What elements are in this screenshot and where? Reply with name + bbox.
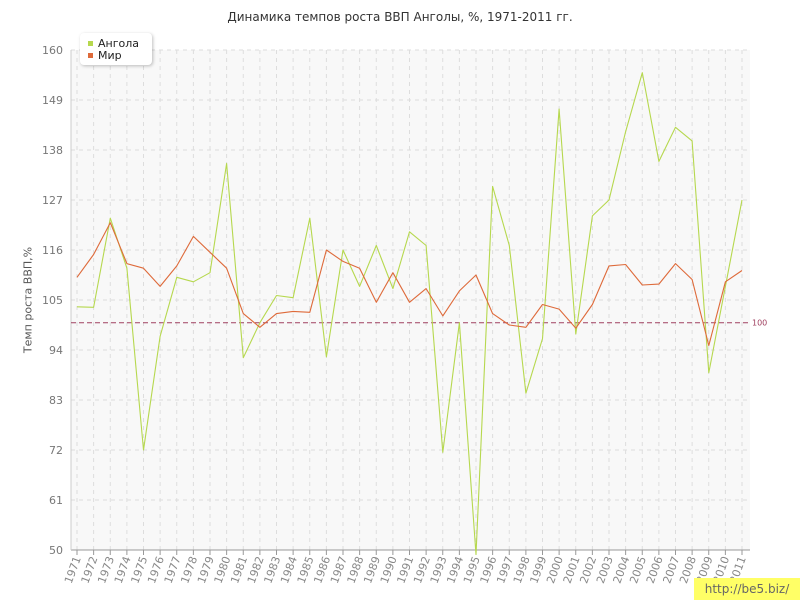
y-tick-label: 105 xyxy=(42,294,63,307)
y-tick-label: 149 xyxy=(42,94,63,107)
y-axis-label: Темп роста ВВП,% xyxy=(21,246,35,354)
legend-swatch-angola xyxy=(88,40,93,46)
axis-layer xyxy=(70,50,750,555)
legend-swatch-world xyxy=(88,52,93,58)
series-line-angola xyxy=(76,72,743,556)
legend-item-world[interactable]: Мир xyxy=(88,49,122,62)
y-tick-label: 94 xyxy=(49,344,63,357)
series-line-world xyxy=(76,222,743,347)
y-tick-label: 72 xyxy=(49,444,63,457)
legend-item-angola[interactable]: Ангола xyxy=(88,37,139,50)
y-tick-label: 127 xyxy=(42,194,63,207)
y-tick-label: 83 xyxy=(49,394,63,407)
y-tick-label: 61 xyxy=(49,494,63,507)
y-tick-label: 160 xyxy=(42,44,63,57)
y-tick-label: 50 xyxy=(49,544,63,557)
chart-title: Динамика темпов роста ВВП Анголы, %, 197… xyxy=(227,10,573,24)
series-layer xyxy=(76,72,743,556)
watermark-link[interactable]: http://be5.biz/ xyxy=(694,578,800,600)
legend-label-angola: Ангола xyxy=(98,37,139,50)
legend: Ангола Мир xyxy=(80,33,152,65)
y-tick-label: 138 xyxy=(42,144,63,157)
reference-layer: 100 xyxy=(71,319,767,328)
y-tick-label: 116 xyxy=(42,244,63,257)
legend-label-world: Мир xyxy=(98,49,122,62)
reference-line-label: 100 xyxy=(752,319,767,328)
